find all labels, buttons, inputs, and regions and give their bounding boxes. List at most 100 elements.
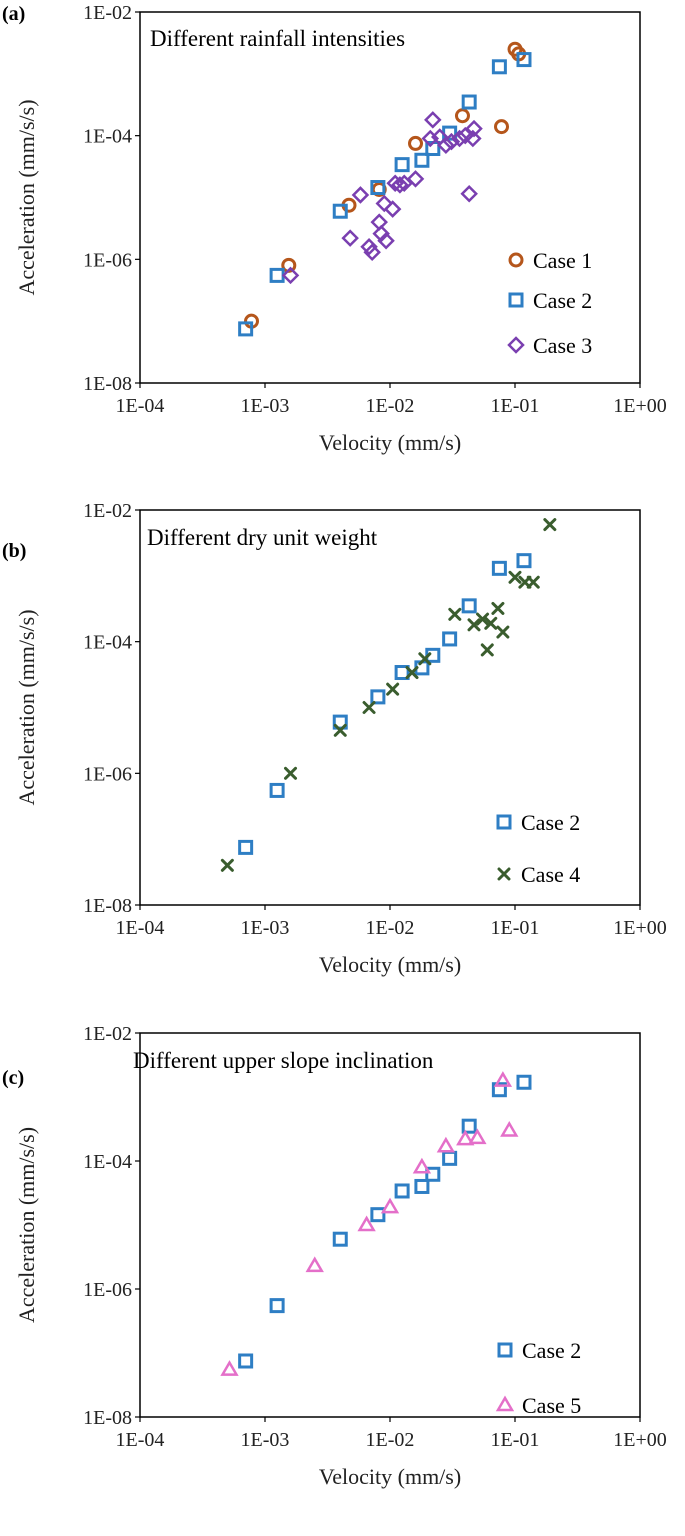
y-tick-label: 1E-06 — [83, 763, 132, 785]
x-axis-label: Velocity (mm/s) — [319, 430, 461, 455]
plot-area — [139, 509, 641, 906]
legend-label: Case 2 — [522, 1338, 581, 1363]
plot-area — [139, 11, 641, 384]
data-point — [394, 157, 410, 173]
y-tick-label: 1E-02 — [83, 2, 132, 24]
data-point — [357, 1215, 376, 1232]
data-point — [491, 59, 507, 75]
y-axis-label: Acceleration (mm/s/s) — [14, 99, 39, 295]
legend-marker — [508, 252, 524, 268]
data-point — [332, 714, 348, 730]
data-point — [460, 184, 478, 203]
data-point — [425, 1166, 441, 1182]
data-point — [465, 119, 483, 138]
data-point — [386, 682, 400, 696]
data-point — [394, 1183, 410, 1199]
data-point — [442, 132, 461, 151]
data-point — [450, 129, 469, 148]
x-tick-label: 1E-03 — [241, 917, 290, 939]
data-point — [351, 186, 370, 204]
data-point — [493, 1071, 513, 1087]
data-point — [238, 321, 254, 337]
data-point — [380, 1197, 400, 1214]
data-point — [496, 625, 510, 639]
data-point — [491, 1082, 507, 1098]
y-axis-label: Acceleration (mm/s/s) — [14, 1127, 39, 1323]
chart-panel-1: 1E-04 1E-03 1E-02 1E-01 1E+00 1E-08 1E-06 1E-04… — [2, 2, 667, 455]
data-point — [454, 108, 470, 124]
y-tick-label: 1E-08 — [83, 895, 132, 917]
data-point — [377, 231, 395, 250]
legend-label: Case 2 — [521, 810, 580, 835]
data-point — [333, 723, 347, 737]
data-point — [370, 1207, 386, 1223]
legend-marker — [507, 336, 525, 354]
data-point — [448, 607, 462, 621]
data-point — [494, 119, 510, 135]
data-point — [467, 618, 481, 632]
x-tick-label: 1E-04 — [116, 917, 165, 939]
data-point — [437, 136, 455, 155]
legend-label: Case 5 — [522, 1393, 581, 1418]
legend-marker — [497, 867, 511, 881]
data-point — [484, 616, 498, 630]
data-point — [408, 135, 424, 151]
x-tick-label: 1E-02 — [366, 1429, 415, 1451]
plot-area — [139, 1032, 641, 1418]
data-point — [238, 839, 254, 855]
data-point — [363, 243, 381, 262]
data-point — [360, 237, 378, 256]
legend-label: Case 4 — [521, 862, 580, 887]
data-point — [442, 631, 458, 647]
data-point — [461, 598, 477, 614]
data-point — [269, 1298, 285, 1314]
data-point — [281, 266, 300, 285]
y-tick-label: 1E-02 — [83, 500, 132, 522]
chart-title: Different dry unit weight — [147, 525, 378, 550]
data-point — [383, 200, 402, 218]
x-tick-label: 1E-02 — [366, 395, 415, 417]
data-point — [414, 152, 430, 168]
data-point — [456, 1129, 475, 1146]
data-point — [500, 1120, 519, 1137]
data-point — [508, 570, 522, 584]
panel-label: (a) — [2, 3, 25, 25]
x-tick-label: 1E+00 — [613, 1429, 667, 1451]
chart-panel-2: 1E-04 1E-03 1E-02 1E-01 1E+00 1E-08 1E-06 1E-04… — [2, 500, 667, 977]
x-tick-label: 1E-03 — [241, 395, 290, 417]
data-point — [332, 203, 348, 219]
data-point — [516, 52, 532, 68]
legend-label: Case 2 — [533, 288, 592, 313]
data-point — [526, 575, 540, 589]
x-tick-label: 1E-01 — [491, 917, 540, 939]
y-tick-label: 1E-04 — [83, 1151, 132, 1173]
x-tick-label: 1E-01 — [491, 1429, 540, 1451]
series-case-3 — [281, 111, 483, 285]
data-point — [394, 665, 410, 681]
data-point — [269, 782, 285, 798]
y-tick-label: 1E-08 — [83, 1407, 132, 1429]
legend-marker — [495, 1395, 515, 1412]
legend-marker — [497, 1342, 513, 1358]
data-point — [370, 689, 386, 705]
y-tick-label: 1E-06 — [83, 249, 132, 271]
data-point — [375, 194, 394, 213]
data-point — [405, 666, 419, 680]
data-point — [370, 180, 386, 196]
series-case-2 — [238, 52, 532, 337]
data-point — [362, 701, 376, 714]
series-case-2 — [238, 1074, 532, 1369]
y-axis-label: Acceleration (mm/s/s) — [14, 609, 39, 805]
data-point — [491, 560, 507, 576]
x-axis-label: Velocity (mm/s) — [319, 1464, 461, 1489]
legend-label: Case 1 — [533, 248, 592, 273]
x-tick-label: 1E+00 — [613, 917, 667, 939]
y-tick-label: 1E-06 — [83, 1279, 132, 1301]
legend-marker — [496, 814, 512, 830]
y-tick-label: 1E-04 — [83, 126, 132, 148]
data-point — [414, 1178, 430, 1194]
data-point — [418, 652, 432, 666]
data-point — [406, 170, 425, 188]
x-tick-label: 1E-02 — [366, 917, 415, 939]
